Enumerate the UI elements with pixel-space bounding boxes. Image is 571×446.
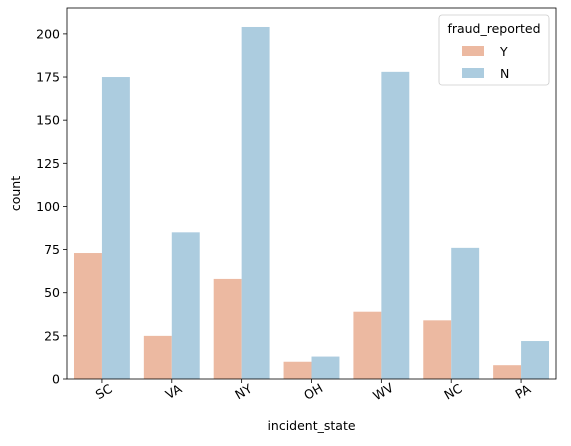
x-tick-label: SC bbox=[93, 381, 115, 402]
bar-sc-n bbox=[101, 77, 130, 379]
bar-oh-n bbox=[311, 356, 340, 379]
bar-wv-n bbox=[381, 71, 410, 380]
bar-sc-y bbox=[73, 253, 102, 379]
bar-pa-n bbox=[521, 341, 550, 379]
y-tick-label: 75 bbox=[44, 242, 60, 257]
legend-box bbox=[438, 14, 550, 86]
x-axis-label: incident_state bbox=[267, 418, 355, 433]
y-tick-label: 200 bbox=[36, 26, 60, 41]
legend-entries: YN bbox=[462, 44, 509, 81]
legend: fraud_reported YN bbox=[438, 14, 550, 86]
bar-nc-n bbox=[451, 247, 480, 379]
bar-va-y bbox=[143, 335, 172, 379]
y-tick-label: 125 bbox=[36, 156, 60, 171]
y-axis-label: count bbox=[8, 176, 23, 211]
bar-pa-y bbox=[493, 365, 522, 379]
bar-wv-y bbox=[353, 311, 382, 379]
plot-frame bbox=[66, 7, 557, 380]
legend-title: fraud_reported bbox=[447, 21, 540, 36]
y-tick-label: 175 bbox=[36, 70, 60, 85]
bar-ny-n bbox=[241, 26, 270, 380]
bars bbox=[73, 26, 550, 380]
x-tick-label: VA bbox=[163, 381, 185, 402]
legend-label-y: Y bbox=[499, 44, 508, 59]
y-tick-label: 50 bbox=[44, 285, 60, 300]
y-axis: 0 25 50 75 100 125 150 175 200 bbox=[36, 26, 67, 387]
bar-nc-y bbox=[423, 320, 452, 379]
bar-va-n bbox=[171, 232, 200, 379]
x-tick-label: PA bbox=[512, 381, 533, 402]
legend-label-n: N bbox=[500, 66, 509, 81]
bar-oh-y bbox=[283, 361, 312, 379]
legend-swatch-y bbox=[462, 46, 484, 56]
y-tick-label: 100 bbox=[36, 199, 60, 214]
bar-ny-y bbox=[213, 278, 242, 379]
y-tick-label: 25 bbox=[44, 328, 60, 343]
y-tick-label: 150 bbox=[36, 113, 60, 128]
legend-swatch-n bbox=[462, 68, 484, 78]
y-tick-label: 0 bbox=[52, 372, 60, 387]
